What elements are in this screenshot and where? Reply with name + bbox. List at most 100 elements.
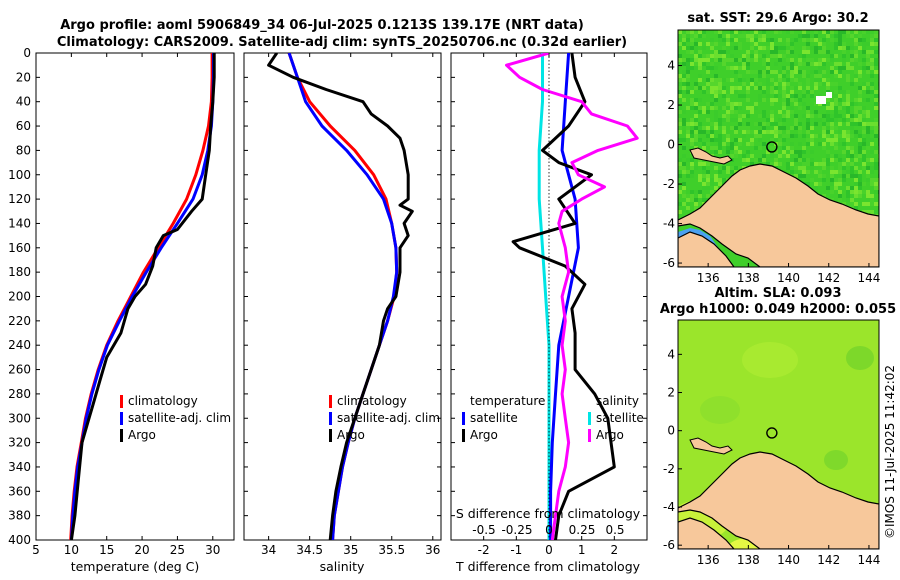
sst-cell bbox=[738, 142, 742, 146]
sst-cell bbox=[786, 146, 790, 150]
sst-cell bbox=[714, 186, 718, 190]
sst-cell bbox=[718, 118, 722, 122]
map-y-tick-label: 0 bbox=[667, 424, 675, 438]
sst-cell bbox=[842, 202, 846, 206]
sst-cell bbox=[818, 38, 822, 42]
sst-cell bbox=[818, 58, 822, 62]
sst-cell bbox=[722, 78, 726, 82]
sst-cell bbox=[678, 94, 682, 98]
y-tick-label: 240 bbox=[8, 338, 31, 352]
sst-cell bbox=[858, 134, 862, 138]
sst-cell bbox=[842, 42, 846, 46]
sst-cell bbox=[838, 114, 842, 118]
sst-cell bbox=[842, 50, 846, 54]
sst-cell bbox=[734, 154, 738, 158]
legend-climatology: climatology bbox=[337, 394, 407, 408]
sst-cell bbox=[794, 134, 798, 138]
sst-cell bbox=[854, 78, 858, 82]
sst-cell bbox=[850, 170, 854, 174]
map-y-tick-label: 4 bbox=[667, 347, 675, 361]
sst-cell bbox=[718, 86, 722, 90]
sla-blob bbox=[824, 450, 848, 470]
sst-cell bbox=[842, 46, 846, 50]
sst-cell bbox=[774, 46, 778, 50]
sst-cell bbox=[854, 42, 858, 46]
sst-cell bbox=[818, 162, 822, 166]
sst-cell bbox=[758, 34, 762, 38]
sst-cell bbox=[714, 90, 718, 94]
sst-cell bbox=[726, 106, 730, 110]
sst-cell bbox=[702, 166, 706, 170]
x-tick-label: 2 bbox=[611, 543, 619, 557]
sst-cell bbox=[686, 70, 690, 74]
sst-cell bbox=[790, 74, 794, 78]
axis-ticks: 5 10 15 20 25 3002040608010012014016018020022… bbox=[8, 46, 647, 557]
sst-cell bbox=[758, 54, 762, 58]
sst-cell bbox=[718, 122, 722, 126]
sst-land-new-guinea bbox=[678, 163, 879, 267]
sst-cell bbox=[718, 178, 722, 182]
sst-cell bbox=[810, 70, 814, 74]
sst-cell bbox=[826, 118, 830, 122]
sst-cell bbox=[874, 30, 878, 34]
sst-cell bbox=[866, 98, 870, 102]
sst-cell bbox=[686, 62, 690, 66]
sst-cell bbox=[846, 150, 850, 154]
sst-cell bbox=[718, 58, 722, 62]
sst-cell bbox=[710, 138, 714, 142]
sst-cell bbox=[870, 34, 874, 38]
sst-cell bbox=[838, 98, 842, 102]
sst-cell bbox=[706, 178, 710, 182]
sst-cell bbox=[818, 174, 822, 178]
sst-cell bbox=[710, 150, 714, 154]
sst-cell bbox=[822, 194, 826, 198]
sst-cell bbox=[774, 30, 778, 34]
y-tick-label: 300 bbox=[8, 411, 31, 425]
sst-cell bbox=[754, 42, 758, 46]
sst-cell bbox=[810, 94, 814, 98]
salinity-legend: climatology satellite-adj. clim Argo bbox=[329, 394, 440, 442]
sst-cell bbox=[870, 50, 874, 54]
sst-cell bbox=[762, 54, 766, 58]
sst-cell bbox=[806, 42, 810, 46]
sst-cell bbox=[738, 122, 742, 126]
sst-cell bbox=[862, 86, 866, 90]
sst-cell bbox=[714, 98, 718, 102]
sst-cell bbox=[802, 114, 806, 118]
sst-cell bbox=[818, 182, 822, 186]
sst-cell bbox=[774, 122, 778, 126]
sst-cell bbox=[826, 110, 830, 114]
map-y-tick-label: -2 bbox=[663, 462, 675, 476]
sst-cell bbox=[690, 142, 694, 146]
sst-cell bbox=[862, 126, 866, 130]
sst-cell bbox=[790, 106, 794, 110]
sst-cell bbox=[778, 122, 782, 126]
sst-cell bbox=[834, 114, 838, 118]
sst-cell bbox=[762, 158, 766, 162]
sst-cell bbox=[846, 106, 850, 110]
sst-cell bbox=[826, 122, 830, 126]
sst-cell bbox=[854, 58, 858, 62]
y-tick-label: 160 bbox=[8, 241, 31, 255]
sst-cell bbox=[834, 54, 838, 58]
sst-cell bbox=[838, 166, 842, 170]
sst-cell bbox=[722, 54, 726, 58]
sst-cell bbox=[754, 86, 758, 90]
legend-t-argo: Argo bbox=[470, 428, 498, 442]
sst-cell bbox=[690, 130, 694, 134]
sst-cell bbox=[706, 82, 710, 86]
sst-cell bbox=[786, 166, 790, 170]
sst-cell bbox=[690, 38, 694, 42]
sst-cell bbox=[730, 154, 734, 158]
sst-cell bbox=[746, 50, 750, 54]
sst-cell bbox=[866, 210, 870, 214]
sst-cell bbox=[738, 34, 742, 38]
sst-cell bbox=[790, 126, 794, 130]
sst-cell bbox=[738, 30, 742, 34]
sst-cell bbox=[774, 38, 778, 42]
sst-cell bbox=[862, 58, 866, 62]
sst-cell bbox=[726, 118, 730, 122]
sst-cell bbox=[706, 110, 710, 114]
sst-cell bbox=[858, 146, 862, 150]
sst-cell bbox=[834, 102, 838, 106]
